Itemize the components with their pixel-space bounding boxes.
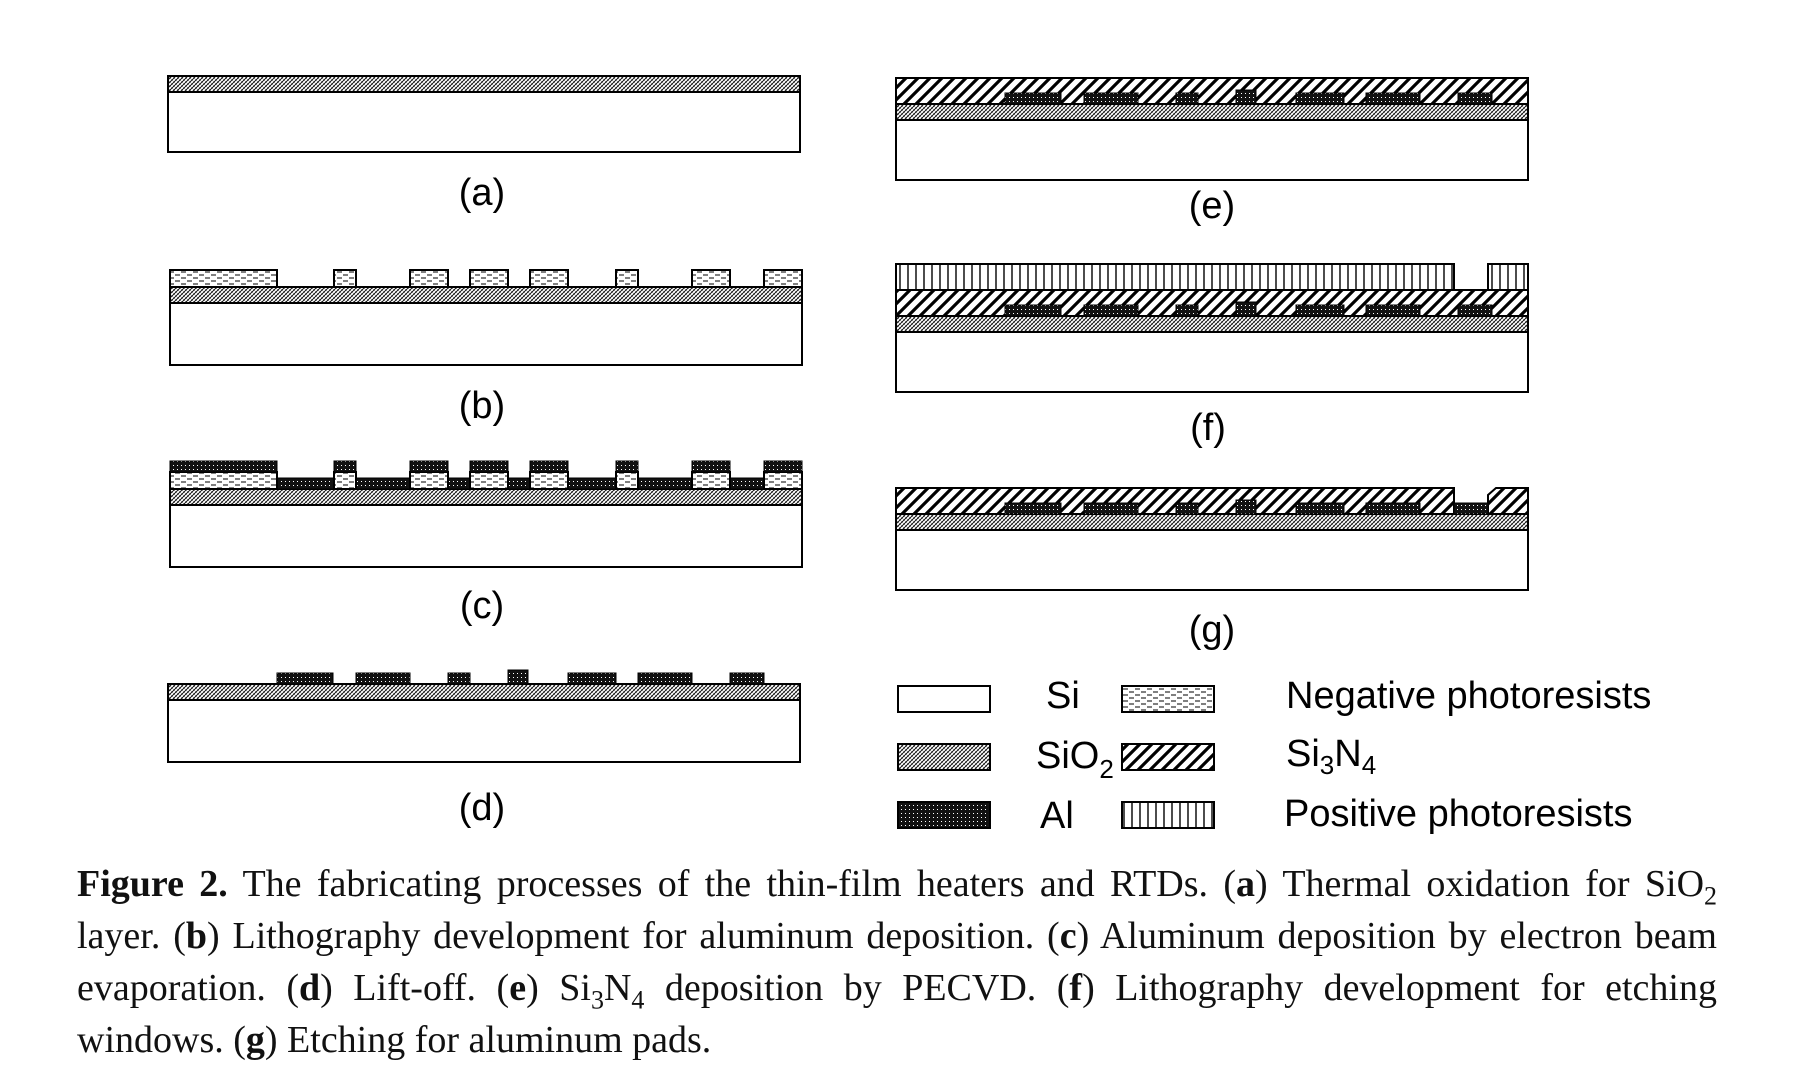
- aluminum-patterns: [276, 669, 765, 685]
- legend-swatch-sio2: [897, 743, 991, 771]
- si-substrate: [895, 331, 1529, 393]
- legend-swatch-negative-photoresist: [1121, 685, 1215, 713]
- caption-text: ) Lift-off. (: [320, 967, 510, 1009]
- si-substrate: [169, 504, 803, 568]
- legend-label-si3n4: Si3N4: [1286, 733, 1376, 780]
- si3n4-layer: [895, 289, 1529, 317]
- legend-label-si: Si: [1046, 675, 1080, 717]
- caption-ref-g: g: [245, 1019, 265, 1061]
- caption-text: layer. (: [77, 915, 186, 957]
- si-substrate: [169, 302, 803, 366]
- panel-label-g: (g): [1189, 609, 1235, 651]
- legend-label-negative-photoresist: Negative photoresists: [1286, 675, 1651, 717]
- caption-text: N: [603, 967, 632, 1009]
- negative-photoresist-blocks: [169, 269, 803, 288]
- legend-swatch-si: [897, 685, 991, 713]
- panel-label-e: (e): [1189, 185, 1235, 227]
- legend-swatch-al: [897, 801, 991, 829]
- caption-text: ) Lithography development for etching wi…: [77, 967, 1717, 1061]
- sio2-layer: [167, 683, 801, 701]
- legend-swatch-si3n4: [1121, 743, 1215, 771]
- aluminum-caps: [169, 460, 803, 473]
- panel-e: (e): [895, 77, 1529, 227]
- figure-number: Figure 2.: [77, 863, 228, 905]
- sio2-layer: [169, 488, 803, 506]
- figure-caption: Figure 2. The fabricating processes of t…: [77, 858, 1717, 1066]
- embedded-aluminum: [1004, 301, 1493, 317]
- caption-ref-b: b: [185, 915, 207, 957]
- positive-photoresist: [895, 263, 1529, 291]
- panel-d: (d): [167, 669, 801, 829]
- panel-g: (g): [895, 487, 1529, 651]
- caption-text: ) Etching for aluminum pads.: [264, 1019, 712, 1061]
- caption-text: deposition by PECVD. (: [644, 967, 1070, 1009]
- caption-ref-d: d: [299, 967, 321, 1009]
- sio2-layer: [895, 315, 1529, 333]
- si-substrate: [167, 699, 801, 763]
- sio2-layer: [169, 286, 803, 304]
- caption-text: ) Aluminum deposition by electron beam e…: [77, 915, 1717, 1009]
- panel-b: (b): [169, 269, 803, 427]
- caption-text: ) Thermal oxidation for SiO: [1255, 863, 1705, 905]
- panel-label-c: (c): [460, 585, 504, 627]
- caption-ref-e: e: [509, 967, 527, 1009]
- si3n4-layer-etched: [895, 487, 1529, 515]
- caption-text: ) Lithography development for aluminum d…: [206, 915, 1060, 957]
- legend-label-positive-photoresist: Positive photoresists: [1284, 793, 1633, 835]
- embedded-aluminum: [1004, 89, 1493, 105]
- caption-text: The fabricating processes of the thin-fi…: [227, 863, 1237, 905]
- fabrication-diagram: (a) (b): [167, 75, 1651, 837]
- panel-label-d: (d): [459, 787, 505, 829]
- sio2-layer: [167, 75, 801, 93]
- panel-label-b: (b): [459, 385, 505, 427]
- panel-a: (a): [167, 75, 801, 214]
- si3n4-layer: [895, 77, 1529, 105]
- panel-label-a: (a): [459, 172, 505, 214]
- embedded-aluminum: [1004, 499, 1489, 515]
- caption-subscript: 2: [1704, 881, 1718, 911]
- caption-ref-f: f: [1069, 967, 1083, 1009]
- sio2-layer: [895, 103, 1529, 121]
- caption-ref-a: a: [1236, 863, 1256, 905]
- si-substrate: [167, 91, 801, 153]
- sio2-layer: [895, 513, 1529, 531]
- negative-photoresist-blocks: [169, 471, 803, 490]
- caption-subscript: 3: [590, 985, 604, 1015]
- caption-ref-c: c: [1059, 915, 1077, 957]
- legend-label-al: Al: [1040, 795, 1074, 837]
- caption-subscript: 4: [631, 985, 645, 1015]
- panel-label-f: (f): [1190, 407, 1226, 449]
- si-substrate: [895, 119, 1529, 181]
- legend-label-sio2: SiO2: [1036, 735, 1114, 784]
- si-substrate: [895, 529, 1529, 591]
- caption-text: ) Si: [526, 967, 591, 1009]
- panel-f: (f): [895, 263, 1529, 449]
- panel-c: (c): [169, 460, 803, 627]
- legend-swatch-positive-photoresist: [1121, 801, 1215, 829]
- legend: Si SiO2 Al Negative photoresists Si3N4 P…: [897, 675, 1651, 837]
